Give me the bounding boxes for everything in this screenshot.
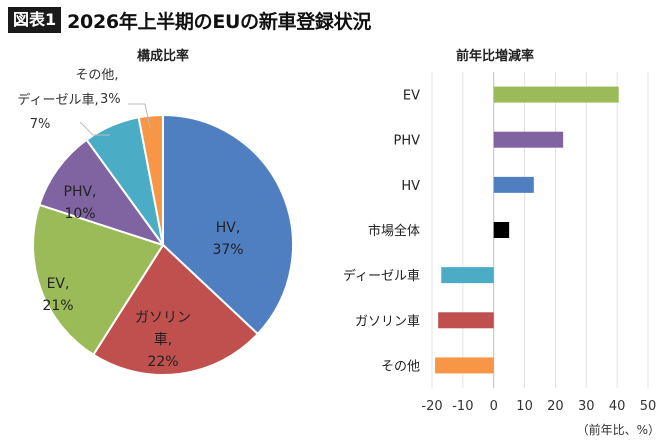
pie-slice-1 — [91, 243, 260, 376]
x-tick-label-5: 30 — [578, 399, 595, 414]
x-tick-label-2: 0 — [490, 399, 498, 414]
pie-title: 構成比率 — [137, 48, 189, 64]
bar-1 — [493, 131, 564, 148]
bar-title: 前年比増減率 — [456, 48, 534, 64]
x-tick-label-7: 50 — [640, 399, 657, 414]
pie-label-1-line-2: 22% — [147, 354, 178, 370]
bar-3 — [493, 222, 510, 238]
pie-label-0-line-1: 37% — [212, 242, 243, 258]
pie-label-3-line-0: PHV, — [64, 184, 97, 200]
pie-label-2-line-0: EV, — [47, 276, 70, 292]
bar-6 — [435, 357, 494, 374]
bar-4 — [441, 267, 494, 284]
x-tick-label-4: 20 — [547, 399, 564, 414]
category-label-1: PHV — [393, 134, 420, 149]
category-label-0: EV — [403, 89, 420, 104]
category-label-4: ディーゼル車 — [343, 268, 420, 284]
bar-0 — [493, 86, 619, 103]
pie-label-4-line-0: ディーゼル車, — [17, 92, 98, 108]
category-label-2: HV — [401, 179, 420, 194]
pie-label-3-line-1: 10% — [64, 206, 95, 222]
bar-2 — [493, 176, 534, 193]
chart-header: 図表1 2026年上半期のEUの新車登録状況 — [8, 6, 371, 34]
leader-line-diesel — [79, 121, 110, 136]
figure-badge: 図表1 — [8, 7, 62, 33]
pie-label-4-line-1: 7% — [30, 117, 51, 132]
pie-slice-2 — [32, 203, 165, 357]
pie-slice-0 — [162, 113, 294, 336]
x-tick-label-1: -10 — [452, 399, 473, 414]
pie-label-1-line-0: ガソリン — [135, 310, 191, 326]
x-tick-label-0: -20 — [421, 399, 442, 414]
pie-slice-5 — [137, 113, 164, 246]
x-tick-label-6: 40 — [609, 399, 626, 414]
unit-note: （前年比、%） — [576, 423, 660, 437]
pie-slice-3 — [38, 138, 166, 247]
category-label-5: ガソリン車 — [355, 314, 420, 329]
figure-title: 2026年上半期のEUの新車登録状況 — [67, 10, 372, 33]
category-label-3: 市場全体 — [368, 223, 420, 239]
pie-label-1-line-1: 車, — [154, 331, 172, 348]
pie-label-0-line-0: HV, — [216, 220, 241, 236]
bar-5 — [438, 312, 494, 329]
pie-label-5-line-1: 3% — [100, 92, 121, 107]
leader-line-other — [128, 103, 151, 129]
x-tick-label-3: 10 — [516, 399, 533, 414]
pie-label-2-line-1: 21% — [42, 298, 73, 314]
pie-label-5-line-0: その他, — [75, 68, 118, 83]
category-label-6: その他 — [381, 359, 420, 374]
